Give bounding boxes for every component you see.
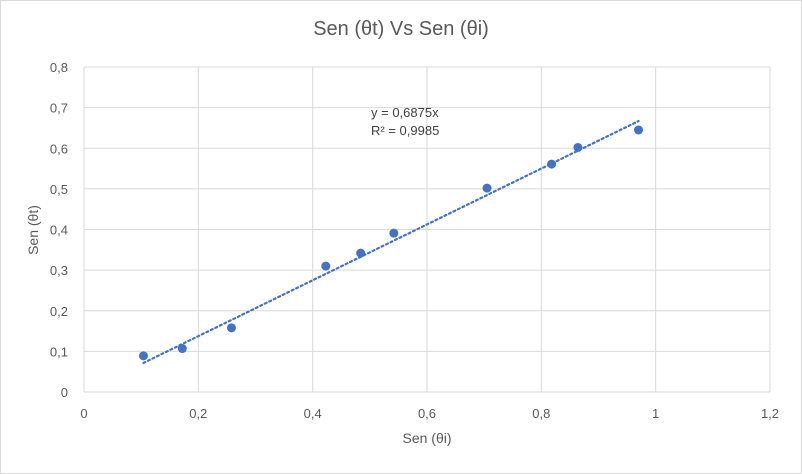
y-tick-label: 0,2 [50, 304, 68, 319]
trendline-r-squared: R² = 0,9985 [371, 123, 440, 138]
x-tick-label: 0,2 [189, 406, 207, 421]
x-tick-label: 0,6 [418, 406, 436, 421]
x-axis-title: Sen (θi) [402, 430, 452, 446]
data-point [573, 142, 583, 152]
x-tick-label: 1 [652, 406, 659, 421]
x-tick-label: 0 [80, 406, 87, 421]
y-tick-label: 0,4 [50, 223, 68, 238]
data-point [634, 125, 644, 135]
y-tick-label: 0,7 [50, 101, 68, 116]
data-point [321, 261, 331, 271]
data-point [389, 228, 399, 238]
y-axis-title: Sen (θt) [25, 205, 41, 255]
y-tick-label: 0,1 [50, 344, 68, 359]
trendline-label: y = 0,6875x R² = 0,9985 [371, 104, 439, 140]
y-tick-label: 0,6 [50, 141, 68, 156]
chart-title: Sen (θt) Vs Sen (θi) [313, 18, 489, 40]
data-points [138, 125, 644, 361]
data-point [482, 183, 492, 193]
data-point [226, 323, 236, 333]
y-tick-label: 0,8 [50, 60, 68, 75]
data-point [138, 351, 148, 361]
x-tick-label: 1,2 [761, 406, 779, 421]
trendline-layer [142, 119, 640, 365]
y-tick-label: 0,3 [50, 263, 68, 278]
trendline-equation: y = 0,6875x [371, 105, 439, 120]
data-point [177, 344, 187, 354]
y-tick-label: 0 [61, 385, 68, 400]
x-tick-label: 0,4 [304, 406, 322, 421]
y-tick-label: 0,5 [50, 182, 68, 197]
data-point [356, 248, 366, 258]
gridlines [83, 66, 771, 393]
data-point [547, 159, 557, 169]
trendline [142, 119, 640, 365]
x-tick-label: 0,8 [532, 406, 550, 421]
tick-labels: 0 0,2 0,4 0,6 0,8 1 1,2 0 0,1 0,2 0,3 0,4 0,5 0,6 0,7 0… [50, 60, 779, 421]
